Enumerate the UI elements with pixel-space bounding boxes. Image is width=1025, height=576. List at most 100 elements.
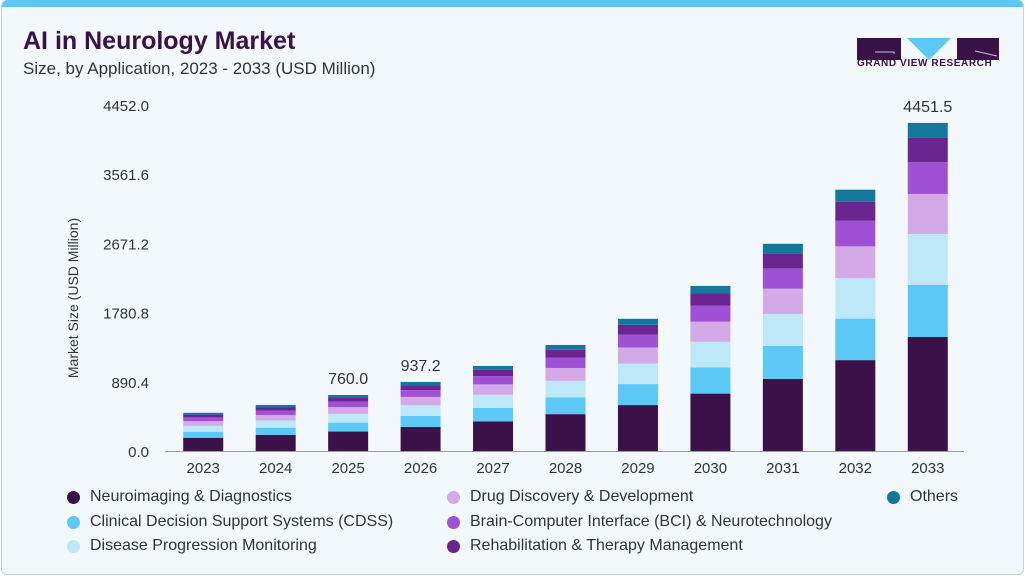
bar-segment-2023-0: [183, 437, 224, 451]
y-tick-label: 1780.8: [103, 306, 149, 323]
bar-segment-2025-6: [328, 394, 369, 398]
bar-segment-2027-0: [473, 421, 514, 451]
bar-segment-2024-6: [255, 404, 296, 408]
bar-segment-2026-1: [400, 415, 441, 427]
bar-segment-2023-1: [183, 431, 224, 438]
y-axis-label: Market Size (USD Million): [65, 218, 81, 378]
bar-segment-2023-3: [183, 421, 224, 426]
bar-segment-2030-4: [690, 305, 731, 322]
bar-segment-2028-1: [545, 397, 586, 415]
bar-segment-2031-5: [762, 253, 803, 269]
stacked-bar-chart: 0.0 890.4 1780.8 2671.2 3561.6 4452.0 Market S…: [65, 98, 964, 477]
bar-segment-2026-3: [400, 396, 441, 406]
legend-swatch-icon: [67, 539, 80, 553]
bar-segment-2033-2: [907, 233, 948, 285]
x-tick-label: 2027: [476, 460, 509, 477]
bar-segment-2023-2: [183, 425, 224, 432]
bar-segment-2028-0: [545, 414, 586, 451]
y-tick-label: 4452.0: [103, 98, 149, 115]
legend-label: Brain-Computer Interface (BCI) & Neurote…: [470, 513, 832, 530]
bar-segment-2025-4: [328, 401, 369, 408]
legend-swatch-icon: [447, 539, 460, 553]
x-tick-label: 2033: [911, 460, 944, 477]
bar-segment-2029-5: [617, 324, 658, 335]
bar-segment-2031-3: [762, 288, 803, 314]
x-tick-label: 2026: [404, 460, 437, 477]
bar-segment-2032-3: [835, 246, 876, 279]
bar-segment-2025-1: [328, 422, 369, 432]
x-tick-label: 2023: [187, 460, 220, 477]
x-tick-label: 2032: [839, 460, 872, 477]
bar-segment-2030-2: [690, 341, 731, 368]
bar-segment-2025-3: [328, 407, 369, 414]
legend-swatch-icon: [67, 490, 80, 504]
bar-segment-2032-6: [835, 189, 876, 202]
bar-segment-2025-2: [328, 413, 369, 423]
bar-segment-2032-4: [835, 220, 876, 247]
bar-segment-2024-1: [255, 427, 296, 436]
legend-swatch-icon: [887, 490, 900, 504]
bar-segment-2026-4: [400, 390, 441, 397]
y-tick-label: 3561.6: [103, 167, 149, 184]
bar-segment-2024-0: [255, 435, 296, 451]
legend-label: Neuroimaging & Diagnostics: [90, 488, 292, 505]
legend-item: Clinical Decision Support Systems (CDSS): [67, 513, 393, 531]
legend-label: Clinical Decision Support Systems (CDSS): [90, 513, 394, 530]
bar-segment-2026-2: [400, 405, 441, 416]
bar-segment-2028-4: [545, 357, 586, 368]
chart-title: AI in Neurology Market: [23, 27, 296, 55]
x-tick-label: 2028: [549, 460, 582, 477]
bar-segment-2028-3: [545, 367, 586, 381]
legend-swatch-icon: [447, 490, 460, 504]
legend-label: Rehabilitation & Therapy Management: [470, 537, 743, 554]
legend-label: Others: [910, 488, 959, 505]
bar-segment-2026-0: [400, 426, 441, 451]
bar-segment-2027-5: [473, 369, 514, 377]
bar-segment-2027-4: [473, 376, 514, 385]
bar-segment-2032-1: [835, 318, 876, 361]
bar-segment-2030-1: [690, 367, 731, 394]
bar-segment-2033-5: [907, 137, 948, 162]
bar-segment-2024-3: [255, 414, 296, 421]
legend-swatch-icon: [67, 515, 80, 529]
legend-item: Rehabilitation & Therapy Management: [447, 537, 743, 555]
bar-segment-2023-5: [183, 414, 224, 418]
bar-segment-2030-6: [690, 285, 731, 294]
bar-segment-2030-3: [690, 321, 731, 342]
bar-segment-2029-0: [617, 405, 658, 451]
bar-segment-2029-2: [617, 363, 658, 385]
x-tick-label: 2030: [694, 460, 727, 477]
legend-item: Others: [887, 488, 958, 506]
y-tick-label: 2671.2: [103, 236, 149, 253]
bar-segment-2033-0: [907, 336, 948, 451]
bar-segment-2031-1: [762, 345, 803, 379]
legend-item: Disease Progression Monitoring: [67, 537, 317, 555]
bar-segment-2027-1: [473, 407, 514, 422]
x-tick-label: 2025: [331, 460, 364, 477]
bar-segment-2023-6: [183, 412, 224, 415]
bar-segment-2024-2: [255, 420, 296, 428]
bar-segment-2030-5: [690, 293, 731, 306]
legend-label: Disease Progression Monitoring: [90, 537, 317, 554]
data-label: 4451.5: [903, 99, 952, 116]
y-tick-label: 890.4: [111, 375, 149, 392]
bar-segment-2025-5: [328, 397, 369, 402]
bar-segment-2033-6: [907, 122, 948, 138]
bar-segment-2023-4: [183, 417, 224, 422]
x-tick-label: 2029: [621, 460, 654, 477]
bar-segment-2029-3: [617, 347, 658, 364]
bar-segment-2028-2: [545, 380, 586, 398]
bar-segment-2031-6: [762, 243, 803, 254]
top-accent-bar: [2, 0, 1023, 7]
bar-segment-2026-5: [400, 385, 441, 391]
x-tick-label: 2031: [766, 460, 799, 477]
bar-segment-2028-5: [545, 349, 586, 358]
bar-segment-2027-6: [473, 365, 514, 370]
bar-segment-2026-6: [400, 381, 441, 386]
bar-segment-2033-1: [907, 284, 948, 337]
legend-item: Brain-Computer Interface (BCI) & Neurote…: [447, 513, 832, 531]
bar-segment-2027-3: [473, 384, 514, 395]
bar-segment-2028-6: [545, 344, 586, 350]
bar-segment-2033-4: [907, 161, 948, 194]
